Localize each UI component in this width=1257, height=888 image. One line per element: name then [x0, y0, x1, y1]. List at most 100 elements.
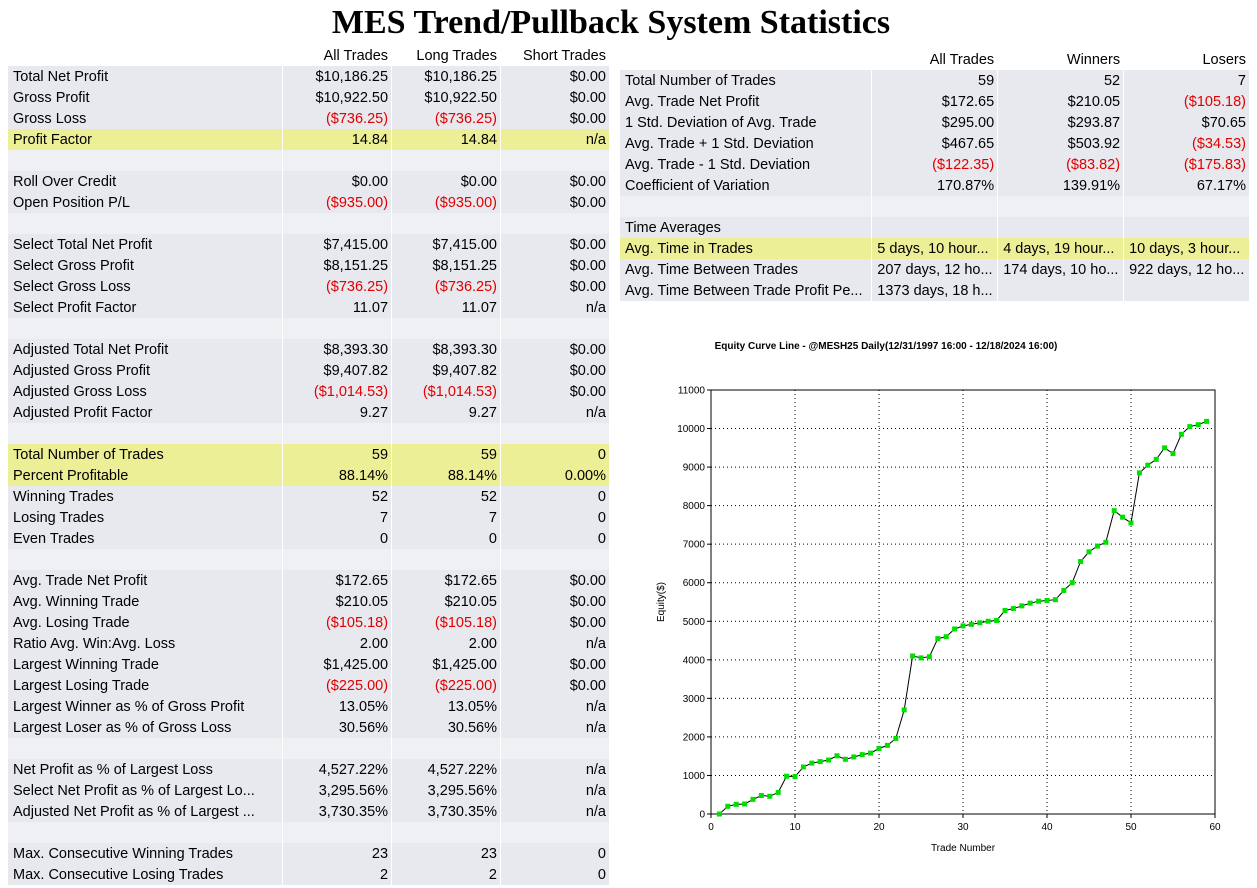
x-tick-label: 20	[873, 822, 885, 833]
summary-row-label: Adjusted Profit Factor	[8, 402, 284, 423]
summary-row-label: Adjusted Total Net Profit	[8, 339, 284, 360]
summary-cell: ($225.00)	[282, 675, 393, 696]
summary-cell: $210.05	[391, 591, 501, 612]
summary-cell	[500, 822, 610, 843]
equity-point	[817, 759, 823, 765]
equity-point	[1128, 520, 1134, 526]
summary-cell: 30.56%	[282, 717, 393, 738]
equity-point	[800, 764, 806, 770]
summary-cell: 0	[500, 444, 610, 465]
summary-row: Select Profit Factor 11.07 11.07 n/a	[8, 297, 610, 318]
summary-row-label: Largest Loser as % of Gross Loss	[8, 717, 284, 738]
summary-cell: n/a	[500, 402, 610, 423]
equity-point	[1044, 597, 1050, 603]
equity-point	[985, 618, 991, 624]
y-tick-label: 8000	[683, 501, 706, 512]
summary-row: Largest Losing Trade ($225.00) ($225.00) $0…	[8, 675, 610, 696]
analysis-cell: 7	[1123, 70, 1250, 91]
summary-cell	[391, 318, 501, 339]
analysis-cell	[997, 217, 1125, 238]
equity-point	[809, 760, 815, 766]
analysis-row: Avg. Time in Trades 5 days, 10 hour... 4 d…	[620, 238, 1250, 259]
equity-point	[1120, 514, 1126, 520]
summary-row-label: Total Number of Trades	[8, 444, 284, 465]
analysis-cell: ($175.83)	[1123, 154, 1250, 175]
y-tick-label: 11000	[678, 386, 706, 397]
summary-row-label: Open Position P/L	[8, 192, 284, 213]
summary-cell: 0	[500, 486, 610, 507]
summary-cell: $0.00	[500, 255, 610, 276]
summary-cell: $8,151.25	[282, 255, 393, 276]
analysis-row: Avg. Time Between Trade Profit Pe... 1373…	[620, 280, 1250, 301]
y-tick-label: 6000	[683, 578, 706, 589]
summary-row: Even Trades 0 0 0	[8, 528, 610, 549]
summary-row: Gross Profit $10,922.50 $10,922.50 $0.00	[8, 87, 610, 108]
analysis-cell: ($34.53)	[1123, 133, 1250, 154]
equity-point	[1170, 451, 1176, 457]
analysis-col-header: All Trades	[871, 49, 999, 70]
equity-point	[750, 796, 756, 802]
equity-points	[716, 418, 1210, 817]
summary-row: Winning Trades 52 52 0	[8, 486, 610, 507]
summary-cell: 14.84	[282, 129, 393, 150]
equity-point	[758, 792, 764, 798]
summary-cell	[282, 549, 393, 570]
equity-point	[960, 623, 966, 629]
summary-cell: n/a	[500, 696, 610, 717]
equity-point	[784, 773, 790, 779]
summary-cell: n/a	[500, 780, 610, 801]
summary-cell	[282, 318, 393, 339]
summary-spacer-row	[8, 213, 610, 234]
trade-analysis-table: All Trades Winners Losers Total Number of T…	[620, 49, 1250, 301]
summary-cell	[500, 213, 610, 234]
summary-col-header: All Trades	[282, 45, 393, 66]
analysis-col-header: Losers	[1123, 49, 1250, 70]
analysis-cell: 207 days, 12 ho...	[871, 259, 999, 280]
summary-cell: $0.00	[500, 87, 610, 108]
summary-row: Adjusted Gross Loss ($1,014.53) ($1,014.53…	[8, 381, 610, 402]
summary-row-label: Avg. Losing Trade	[8, 612, 284, 633]
summary-cell: 4,527.22%	[391, 759, 501, 780]
summary-cell	[500, 318, 610, 339]
summary-cell: $9,407.82	[282, 360, 393, 381]
equity-point	[1019, 603, 1025, 609]
summary-cell: 52	[391, 486, 501, 507]
equity-point	[826, 757, 832, 763]
analysis-row: Coefficient of Variation 170.87% 139.91% 67…	[620, 175, 1250, 196]
summary-cell: $0.00	[500, 570, 610, 591]
summary-cell	[391, 150, 501, 171]
equity-point	[943, 634, 949, 640]
summary-row: Adjusted Total Net Profit $8,393.30 $8,393…	[8, 339, 610, 360]
summary-row: Select Gross Profit $8,151.25 $8,151.25 $0.…	[8, 255, 610, 276]
analysis-cell: 67.17%	[1123, 175, 1250, 196]
equity-point	[834, 753, 840, 759]
equity-point	[1178, 431, 1184, 437]
summary-cell: ($935.00)	[391, 192, 501, 213]
analysis-cell: ($83.82)	[997, 154, 1125, 175]
summary-cell	[282, 213, 393, 234]
summary-cell: $0.00	[391, 171, 501, 192]
analysis-row-label: Time Averages	[620, 217, 873, 238]
summary-cell: $7,415.00	[282, 234, 393, 255]
analysis-row-label	[620, 196, 873, 217]
analysis-row: 1 Std. Deviation of Avg. Trade $295.00 $29…	[620, 112, 1250, 133]
summary-row-label	[8, 822, 284, 843]
summary-row-label: Roll Over Credit	[8, 171, 284, 192]
equity-point	[733, 801, 739, 807]
summary-cell: 0	[282, 528, 393, 549]
summary-row: Adjusted Net Profit as % of Largest ... 3…	[8, 801, 610, 822]
y-tick-label: 0	[699, 810, 705, 821]
analysis-cell: 922 days, 12 ho...	[1123, 259, 1250, 280]
analysis-cell: $467.65	[871, 133, 999, 154]
equity-point	[775, 789, 781, 795]
summary-cell: ($105.18)	[391, 612, 501, 633]
summary-row-label: Select Total Net Profit	[8, 234, 284, 255]
summary-cell: n/a	[500, 129, 610, 150]
equity-point	[1069, 580, 1075, 586]
equity-point	[1204, 418, 1210, 424]
analysis-row: Avg. Trade + 1 Std. Deviation $467.65 $503…	[620, 133, 1250, 154]
summary-cell: $0.00	[500, 381, 610, 402]
summary-row-label: Gross Loss	[8, 108, 284, 129]
equity-point	[842, 756, 848, 762]
equity-point	[1027, 600, 1033, 606]
